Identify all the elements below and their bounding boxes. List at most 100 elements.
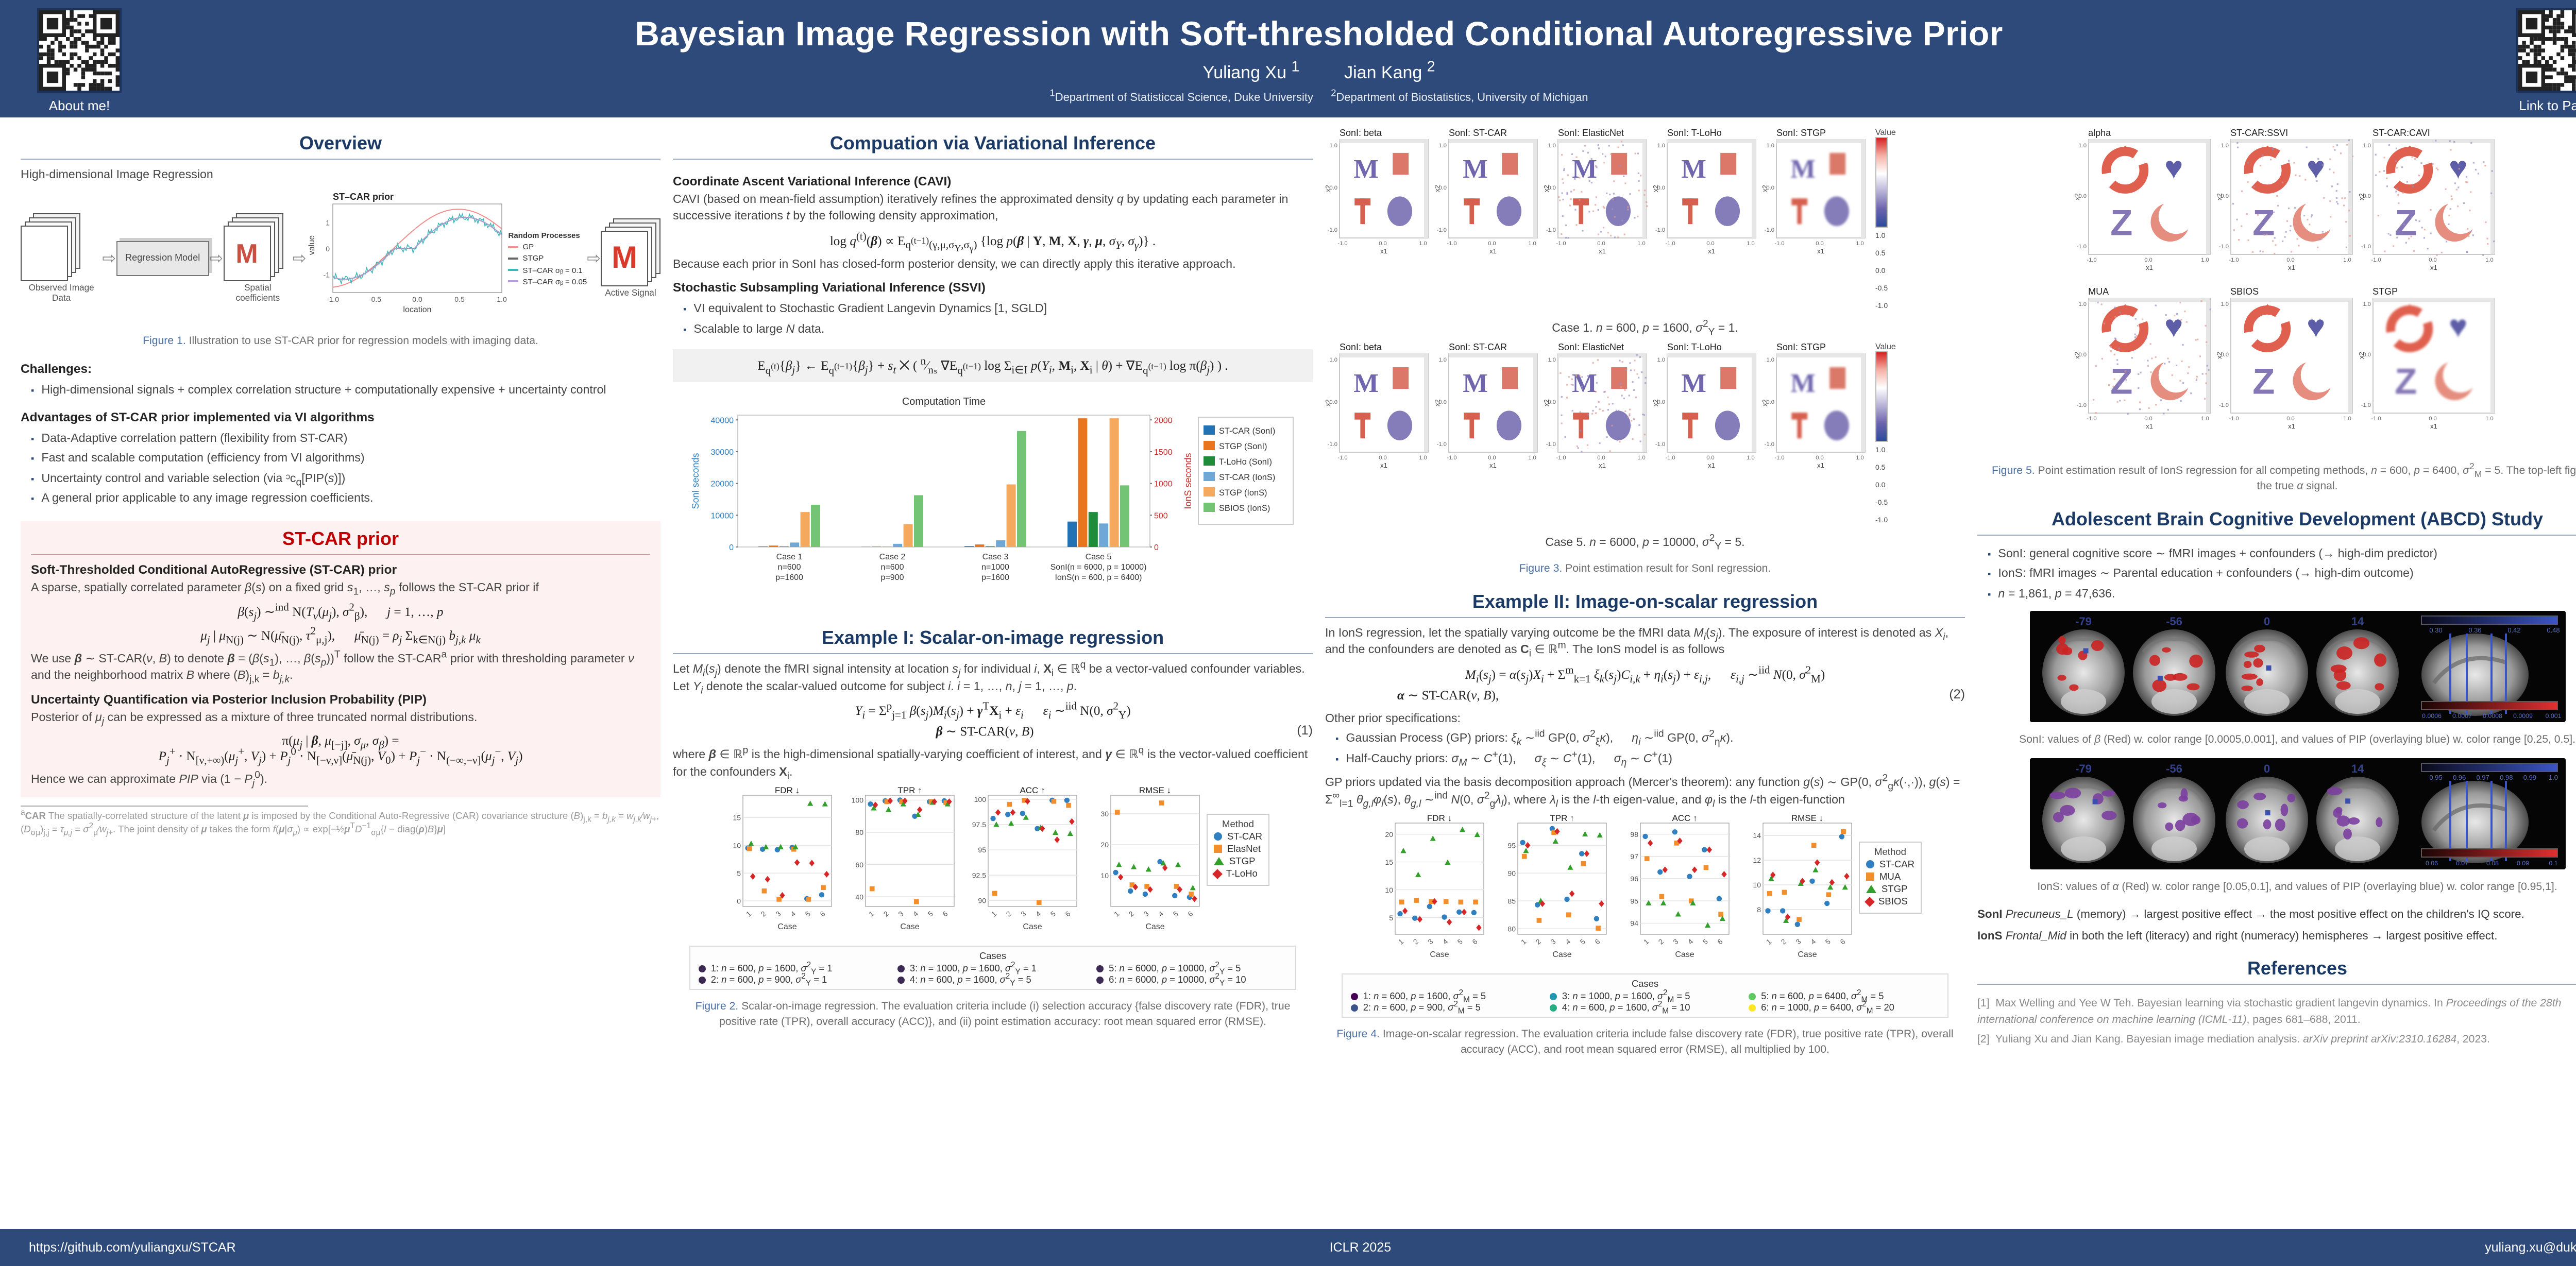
heat-panel-title: SonI: STGP <box>1776 342 1867 352</box>
svg-text:1.0: 1.0 <box>2078 143 2087 149</box>
legend-label: ST–CAR σᵦ = 0.1 <box>523 264 583 276</box>
svg-text:0.99: 0.99 <box>2523 774 2536 781</box>
svg-text:3: 3 <box>896 910 905 918</box>
poster-body: Overview High-dimensional Image Regressi… <box>0 117 2576 1229</box>
method-legend-title: Method <box>1214 819 1262 829</box>
legend-swatch <box>509 269 519 271</box>
svg-text:1: 1 <box>1112 910 1121 918</box>
example1-para2: where β ∈ ℝp is the high-dimensional spa… <box>673 747 1313 781</box>
case-item: 5: n = 600, p = 6400, σ2M = 5 <box>1749 991 1939 1001</box>
svg-text:♥: ♥ <box>2306 150 2325 186</box>
figure2-panels: FDR ↓ 0 5 10 15 1 2 3 4 5 6 Case TPR ↑ 40 60 80 100 1 2 3 4 5… <box>673 785 1313 942</box>
svg-text:1.0: 1.0 <box>1747 455 1755 461</box>
case-text: 4: n = 600, p = 1600, σ2M = 10 <box>1562 1002 1690 1013</box>
prior-spec-item-text: Half-Cauchy priors: σM ∼ C+(1), σξ ∼ C+(… <box>1346 751 1672 768</box>
svg-text:6: 6 <box>818 910 826 918</box>
figure3-row1: SonI: beta 1.0 0.0 -1.0 -1.0 0.0 1.0 x1 x2 M SonI:… <box>1325 128 1965 315</box>
footer-email-link[interactable]: yuliang.xu@duke.edu <box>2485 1240 2576 1255</box>
figure3-colorbar: Value 1.0 0.5 0.0 -0.5 -1.0 <box>1875 128 1896 315</box>
legend-label: ST–CAR σᵦ = 0.05 <box>523 276 587 288</box>
bullet-icon: ▪ <box>31 430 34 447</box>
observed-image-stack <box>21 213 80 279</box>
bullet-icon: ▪ <box>683 321 686 338</box>
svg-text:1.0: 1.0 <box>1766 357 1774 363</box>
ssvi-item-text: VI equivalent to Stochastic Gradient Lan… <box>693 301 1047 318</box>
figure1-diagram: Observed Image Data ⇨ Regression Model ⇨… <box>21 190 660 327</box>
svg-text:0: 0 <box>1154 544 1158 553</box>
case-item: 3: n = 1000, p = 1600, σ2Y = 1 <box>897 963 1088 973</box>
legend-item: GP <box>509 241 587 253</box>
colorbar-tick: 0.5 <box>1875 459 1888 477</box>
svg-text:1.0: 1.0 <box>1329 357 1337 363</box>
svg-text:-1.0: -1.0 <box>1655 441 1665 448</box>
eq1-prior-text: β ∼ ST-CAR(ν, B) <box>936 724 1034 739</box>
qr-paper-label: Link to Paper <box>2516 98 2576 113</box>
case-text: 3: n = 1000, p = 1600, σ2Y = 1 <box>910 963 1037 973</box>
svg-text:1.0: 1.0 <box>1528 455 1536 461</box>
svg-text:6: 6 <box>1838 937 1846 946</box>
method-legend-item: ElasNet <box>1214 844 1262 854</box>
method-symbol-square <box>1866 872 1874 881</box>
legend-title: Random Processes <box>509 230 587 242</box>
ssvi-equation: Eq(t){βj} ← Eq(t−1){βj} + st ⨉ ( n⁄nₛ ∇E… <box>673 350 1313 383</box>
poster-affiliations: 1Department of Statisticcal Science, Duk… <box>0 92 2576 104</box>
heat-panel-title: SonI: T-LoHo <box>1667 128 1758 138</box>
example2-para1: In IonS regression, let the spatially va… <box>1325 625 1965 659</box>
svg-text:0.06: 0.06 <box>2425 860 2437 867</box>
svg-text:1.0: 1.0 <box>2363 301 2371 307</box>
svg-text:Case 5: Case 5 <box>1085 553 1111 562</box>
svg-text:0.09: 0.09 <box>2516 860 2529 867</box>
challenges-heading: Challenges: <box>21 362 660 377</box>
svg-text:1.0: 1.0 <box>1438 143 1447 149</box>
case-dot-icon <box>897 976 905 983</box>
svg-text:M: M <box>1353 155 1379 184</box>
figure3-case5-caption: Case 5. n = 6000, p = 10000, σ2Y = 5. <box>1333 535 1957 551</box>
case-text: 1: n = 600, p = 1600, σ2Y = 1 <box>711 963 833 973</box>
case-item: 1: n = 600, p = 1600, σ2Y = 1 <box>699 963 889 973</box>
legend-item: ST–CAR σᵦ = 0.1 <box>509 264 587 276</box>
svg-text:-1.0: -1.0 <box>1437 227 1447 233</box>
figure1-caption: Figure 1. Illustration to use ST-CAR pri… <box>29 334 652 350</box>
footer-github-link[interactable]: https://github.com/yuliangxu/STCAR <box>29 1240 236 1255</box>
svg-text:0.0: 0.0 <box>2144 416 2152 422</box>
heat-panel: SonI: T-LoHo 1.0 0.0 -1.0 -1.0 0.0 1.0 x1 x2 M <box>1653 128 1758 266</box>
svg-text:Case 3: Case 3 <box>982 553 1008 562</box>
svg-text:x2: x2 <box>1325 185 1332 192</box>
svg-text:n=600: n=600 <box>777 563 801 572</box>
advantages-list: ▪ Data-Adaptive correlation pattern (flex… <box>21 427 660 510</box>
svg-text:Z: Z <box>2394 362 2416 402</box>
svg-text:x2: x2 <box>2074 193 2080 200</box>
svg-text:4: 4 <box>911 910 920 918</box>
svg-text:1.0: 1.0 <box>1657 357 1665 363</box>
svg-text:10: 10 <box>1385 886 1393 894</box>
svg-text:x2: x2 <box>2358 352 2365 359</box>
svg-text:SBIOS (IonS): SBIOS (IonS) <box>1218 504 1269 514</box>
svg-text:2: 2 <box>1005 910 1013 918</box>
svg-text:Computation Time: Computation Time <box>902 397 985 408</box>
method-symbol-triangle <box>1866 885 1876 893</box>
heat-panel-title: SonI: beta <box>1340 128 1430 138</box>
svg-text:0: 0 <box>2263 762 2269 775</box>
svg-text:1.0: 1.0 <box>2363 143 2371 149</box>
method-label: STGP <box>1229 856 1256 866</box>
svg-text:x2: x2 <box>1653 185 1659 192</box>
svg-text:♥: ♥ <box>2164 309 2182 345</box>
svg-text:3: 3 <box>1549 937 1557 946</box>
svg-text:x1: x1 <box>2145 422 2153 430</box>
svg-text:Case: Case <box>1552 950 1571 959</box>
svg-text:IonS(n = 600, p = 6400): IonS(n = 600, p = 6400) <box>1054 574 1141 583</box>
heat-panel: STGP 1.0 0.0 -1.0 -1.0 0.0 1.0 x1 x2 ♥ Z <box>2358 286 2496 441</box>
svg-text:M: M <box>1463 369 1488 398</box>
svg-text:4: 4 <box>1564 937 1572 946</box>
stcar-prior-plot: ST–CAR prior 1 0 -1 -1.0 -0.5 0.0 0.5 1.0 locatio… <box>307 190 509 327</box>
svg-text:♥: ♥ <box>2164 150 2182 186</box>
colorbar-gradient <box>1875 351 1888 442</box>
svg-text:5: 5 <box>1456 937 1464 946</box>
svg-text:x2: x2 <box>1762 399 1769 406</box>
heat-panel-title: STGP <box>2372 286 2496 297</box>
svg-text:0.0: 0.0 <box>1816 455 1824 461</box>
svg-text:x2: x2 <box>1544 399 1550 406</box>
heat-panel-title: MUA <box>2088 286 2212 297</box>
method-symbol-diamond <box>1865 896 1875 906</box>
example1-heading: Example I: Scalar-on-image regression <box>673 623 1313 655</box>
